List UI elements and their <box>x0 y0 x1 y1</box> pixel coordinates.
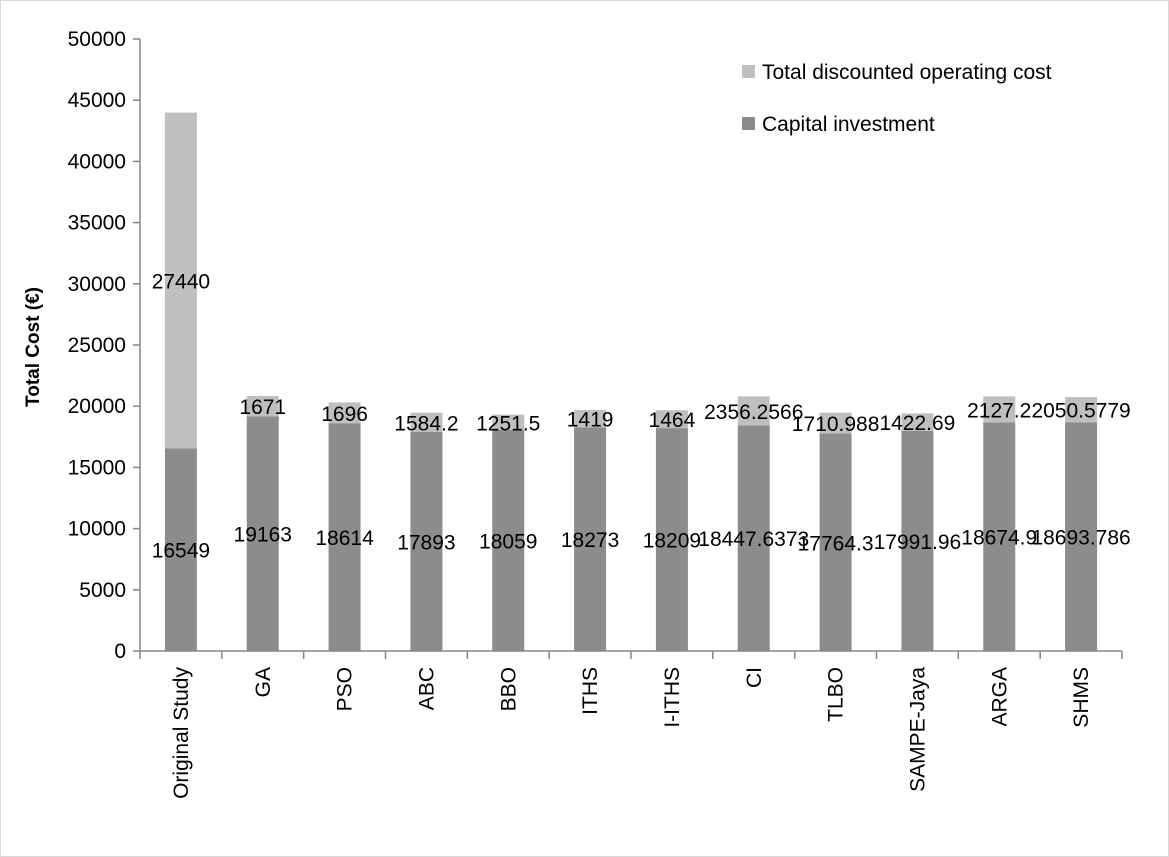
bar-operating-cost <box>737 396 770 426</box>
data-label-operating: 1419 <box>567 409 614 432</box>
y-tick-label: 30000 <box>68 273 126 296</box>
legend: Total discounted operating cost Capital … <box>742 61 1052 136</box>
y-axis-ticks: 0 5000 10000 15000 20000 25000 30000 35000 40000… <box>68 28 140 663</box>
legend-swatch-operating <box>742 65 755 78</box>
bar-capital-investment <box>410 431 443 651</box>
bar-operating-cost <box>1065 397 1098 423</box>
x-tick-label: PSO <box>334 667 357 711</box>
y-tick-label: 45000 <box>68 89 126 112</box>
data-label-operating: 1696 <box>321 403 368 426</box>
bar-capital-investment <box>819 433 852 651</box>
data-label-capital: 17764.3 <box>798 532 874 555</box>
y-tick-label: 25000 <box>68 334 126 357</box>
data-label-capital: 17991.96 <box>874 531 962 554</box>
x-tick-label: ITHS <box>579 667 602 715</box>
legend-label-capital: Capital investment <box>762 113 935 136</box>
bar-operating-cost <box>410 412 443 432</box>
bar-operating-cost <box>901 413 934 431</box>
y-tick-label: 20000 <box>68 395 126 418</box>
legend-label-operating: Total discounted operating cost <box>762 61 1052 84</box>
x-tick-label: GA <box>252 667 275 697</box>
x-tick-label: ABC <box>415 667 438 710</box>
bar-capital-investment <box>901 430 934 651</box>
x-tick-label: CI <box>743 667 766 688</box>
data-label-operating: 1422.69 <box>879 412 955 435</box>
data-label-capital: 18693.786 <box>1031 527 1130 550</box>
data-labels-layer: 16549 27440 19163 1671 18614 1696 17893 1584.2 1… <box>152 271 1131 563</box>
bar-capital-investment <box>328 423 361 651</box>
bar-operating-cost <box>164 112 197 449</box>
data-label-capital: 18059 <box>479 530 537 553</box>
bar-capital-investment <box>574 427 607 651</box>
x-tick-label: I-ITHS <box>661 667 684 728</box>
x-tick-label: TLBO <box>825 667 848 722</box>
x-tick-label: BBO <box>497 667 520 711</box>
bar-operating-cost <box>983 396 1016 423</box>
data-label-capital: 19163 <box>234 524 292 547</box>
y-axis-title: Total Cost (€) <box>23 287 44 407</box>
data-label-operating: 2127.2 <box>967 399 1031 422</box>
y-tick-label: 40000 <box>68 150 126 173</box>
y-tick-label: 50000 <box>68 28 126 51</box>
bars-layer <box>164 112 1098 651</box>
data-label-operating: 1671 <box>239 396 286 419</box>
bar-capital-investment <box>655 428 688 651</box>
y-tick-label: 5000 <box>79 579 126 602</box>
bar-capital-investment <box>1065 422 1098 651</box>
x-tick-label: Original Study <box>170 667 193 799</box>
bar-capital-investment <box>983 422 1016 651</box>
data-label-capital: 18614 <box>315 527 374 550</box>
bar-operating-cost <box>574 409 607 428</box>
x-tick-label: SAMPE-Jaya <box>906 667 929 792</box>
bar-operating-cost <box>492 414 525 430</box>
data-label-capital: 17893 <box>397 531 455 554</box>
data-label-operating: 1584.2 <box>394 412 458 435</box>
y-tick-label: 10000 <box>68 518 126 541</box>
x-tick-label: SHMS <box>1070 667 1093 728</box>
x-tick-label: ARGA <box>988 667 1011 727</box>
data-label-capital: 18447.6373 <box>698 528 809 551</box>
data-label-operating: 1251.5 <box>476 412 540 435</box>
data-label-capital: 16549 <box>152 540 210 563</box>
x-axis-ticks: Original Study GA PSO ABC BBO ITHS I-ITHS CI TLB… <box>139 651 1123 799</box>
bar-capital-investment <box>246 416 279 651</box>
bar-operating-cost <box>328 402 361 424</box>
y-tick-label: 15000 <box>68 456 126 479</box>
bar-capital-investment <box>492 429 525 651</box>
legend-swatch-capital <box>742 117 755 130</box>
data-label-operating: 1710.988 <box>792 413 880 436</box>
bar-operating-cost <box>655 410 688 429</box>
y-tick-label: 0 <box>114 640 126 663</box>
bar-operating-cost <box>819 412 852 434</box>
data-label-capital: 18209 <box>643 530 701 553</box>
bar-capital-investment <box>164 448 197 651</box>
y-tick-label: 35000 <box>68 212 126 235</box>
data-label-capital: 18273 <box>561 529 619 552</box>
data-label-operating: 27440 <box>152 271 210 294</box>
data-label-operating: 1464 <box>649 409 696 432</box>
data-label-operating: 2356.2566 <box>704 401 803 424</box>
bar-capital-investment <box>737 425 770 651</box>
bar-operating-cost <box>246 395 279 417</box>
data-label-capital: 18674.9 <box>961 527 1037 550</box>
data-label-operating: 2050.5779 <box>1031 400 1130 423</box>
